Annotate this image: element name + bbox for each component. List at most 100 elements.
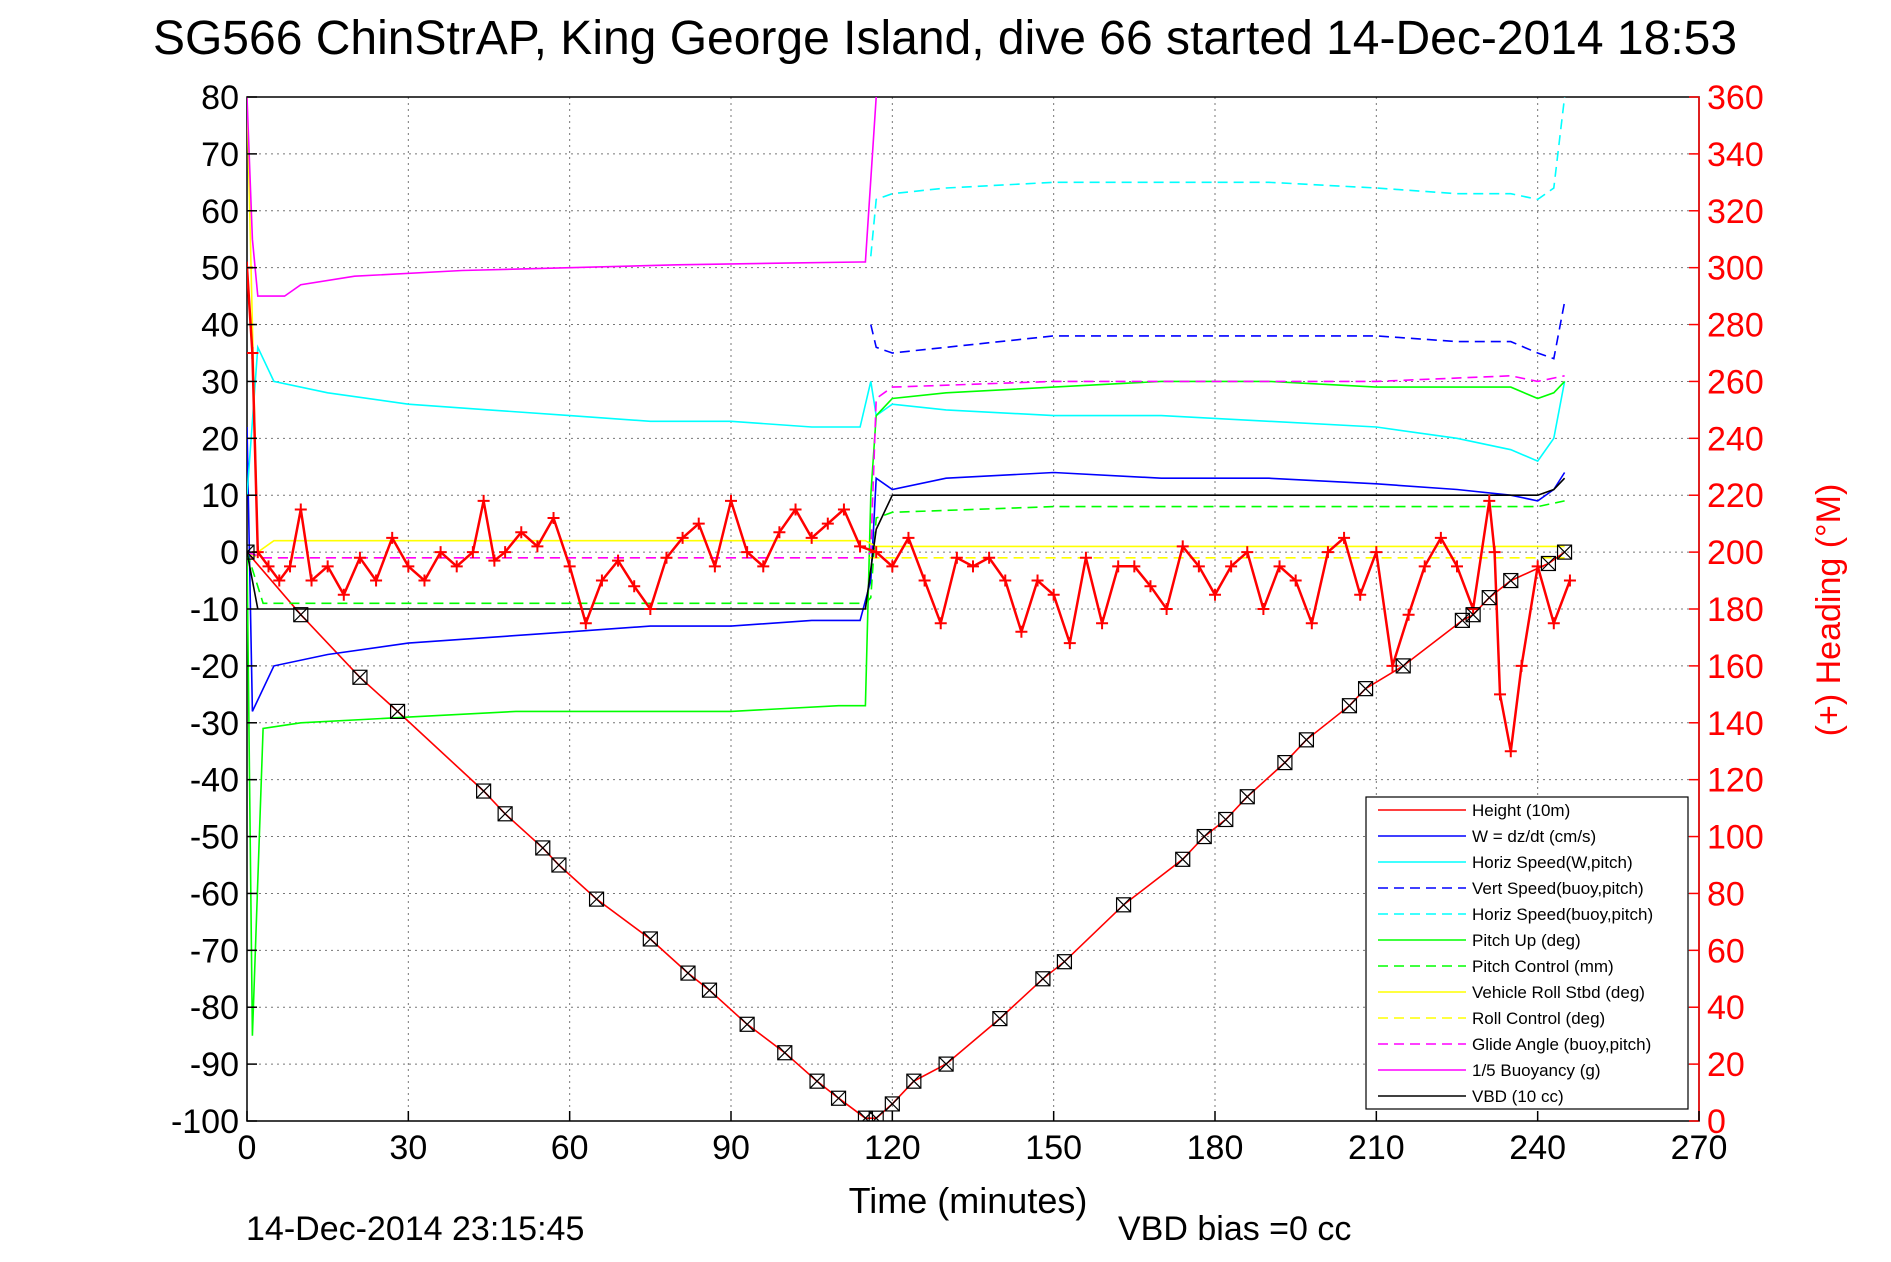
height-marker-x [535,840,551,856]
height-marker-box [1277,754,1293,771]
heading-point [644,603,657,615]
height-marker-box [1175,851,1191,867]
height-marker-x [868,1110,884,1121]
heading-point [886,560,899,573]
height-marker-x [1056,954,1072,970]
heading-point [402,560,415,573]
left-tick-label: 0 [220,534,239,572]
right-tick-label: 100 [1707,819,1764,857]
heading-point [1144,580,1157,593]
series-layer [247,97,1566,1119]
legend-label: 1/5 Buoyancy (g) [1472,1061,1601,1080]
height-marker-box [497,806,513,822]
right-tick-label: 160 [1707,648,1764,686]
left-tick-label: -30 [190,705,239,743]
height-marker-x [352,669,368,685]
legend-label: W = dz/dt (cm/s) [1472,827,1596,846]
height-marker-x [992,1011,1008,1027]
height-marker-box [777,1045,793,1061]
heading-point [1015,625,1028,638]
heading-point [273,574,286,587]
heading-point [692,517,705,530]
right-tick-label: 260 [1707,363,1764,401]
heading-point [515,526,528,539]
left-tick-label: -100 [171,1103,239,1141]
height-marker-box [992,1010,1008,1027]
heading-point [1225,560,1238,573]
heading-point [854,540,867,553]
bottom-tick-label: 90 [712,1129,750,1167]
legend-label: Roll Control (deg) [1472,1009,1605,1028]
vbd-bias-footer: VBD bias =0 cc [1118,1210,1351,1248]
heading-point [918,574,931,587]
heading-point [418,574,431,587]
heading-point [477,494,490,507]
height-marker-box [1056,954,1073,970]
heading-point [1079,551,1092,564]
heading-layer [247,261,1576,758]
height-marker-x [293,607,309,623]
height-marker-x [642,931,658,947]
heading-point [1289,574,1302,587]
height-marker-x [739,1016,755,1032]
height-marker-box [868,1110,884,1121]
right-tick-label: 60 [1707,932,1745,970]
height-marker-box [1239,789,1255,805]
height-marker-box [1540,555,1557,572]
height-marker-box [293,607,309,623]
heading-point [1257,603,1270,615]
heading-point [967,560,979,573]
heading-point [1488,546,1501,559]
bottom-tick-label: 150 [1025,1129,1082,1167]
height-marker-box [701,982,718,998]
height-marker-x [1342,698,1357,714]
height-marker-box [1357,681,1374,697]
height-marker-x [680,965,696,981]
heading-point [1160,603,1173,615]
heading-point [1176,540,1189,553]
heading-point [434,546,447,559]
heading-point [1483,494,1496,507]
height-marker-x [777,1045,793,1061]
series-line-2 [247,344,1566,496]
bottom-tick-label: 270 [1671,1129,1728,1167]
heading-point [1467,603,1480,615]
heading-point [983,551,996,564]
height-marker-x [1175,851,1191,867]
x-axis-label: Time (minutes) [849,1180,1088,1221]
heading-point [1515,659,1528,672]
heading-point [488,554,501,567]
height-marker-box [588,891,605,907]
height-marker-box [1395,658,1411,674]
height-marker-box [938,1056,954,1072]
right-tick-label: 220 [1707,477,1764,515]
left-tick-label: 20 [201,420,239,458]
heading-point [1096,617,1109,630]
legend-label: Vert Speed(buoy,pitch) [1472,879,1644,898]
series-line-11 [247,477,1566,610]
left-tick-label: 50 [201,250,239,288]
right-tick-label: 120 [1707,762,1764,800]
left-tick-label: 30 [201,363,239,401]
series-line-5 [247,380,1566,1036]
heading-point [370,574,383,587]
heading-point [1434,531,1447,544]
heading-point [612,554,625,567]
legend-label: Pitch Up (deg) [1472,931,1581,950]
height-marker-x [476,783,492,799]
heading-point [1031,574,1044,587]
height-marker-x [1465,607,1481,623]
left-tick-label: -10 [190,591,239,629]
right-tick-label: 340 [1707,136,1764,174]
heading-point [547,511,560,524]
heading-point [563,560,576,573]
right-tick-label: 240 [1707,420,1764,458]
height-marker-x [1239,789,1255,805]
height-markers [247,544,1573,1121]
right-tick-label: 80 [1707,875,1745,913]
right-tick-label: 300 [1707,250,1764,288]
series-line-10 [247,97,877,297]
right-axis-label: (+) Heading (°M) [1810,484,1848,737]
heading-point [1451,560,1463,573]
bottom-axis: 0 30 60 90 120 150 180 210 240 270 [238,1111,1728,1167]
